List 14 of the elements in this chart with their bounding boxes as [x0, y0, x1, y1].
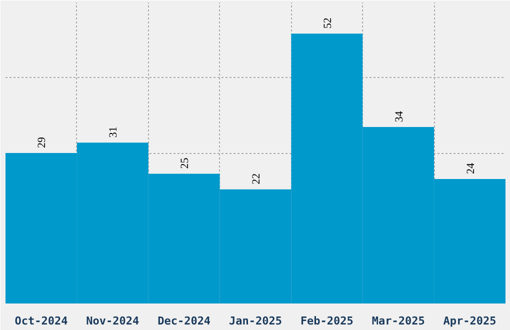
- x-tick-label: Feb-2025: [300, 314, 354, 328]
- data-label: 31: [108, 126, 120, 138]
- data-label: 24: [464, 162, 477, 174]
- data-label: 52: [322, 18, 334, 29]
- x-tick-label: Nov-2024: [86, 314, 140, 328]
- x-tick-label: Oct-2024: [14, 314, 68, 328]
- x-tick-label: Mar-2025: [372, 314, 425, 328]
- data-label: 34: [393, 110, 406, 122]
- x-tick-label: Jan-2025: [229, 314, 282, 328]
- data-label: 25: [179, 157, 192, 169]
- data-label: 29: [36, 136, 48, 148]
- x-tick-label: Apr-2025: [443, 314, 496, 328]
- x-tick-label: Dec-2024: [158, 314, 211, 328]
- data-label: 22: [250, 173, 262, 184]
